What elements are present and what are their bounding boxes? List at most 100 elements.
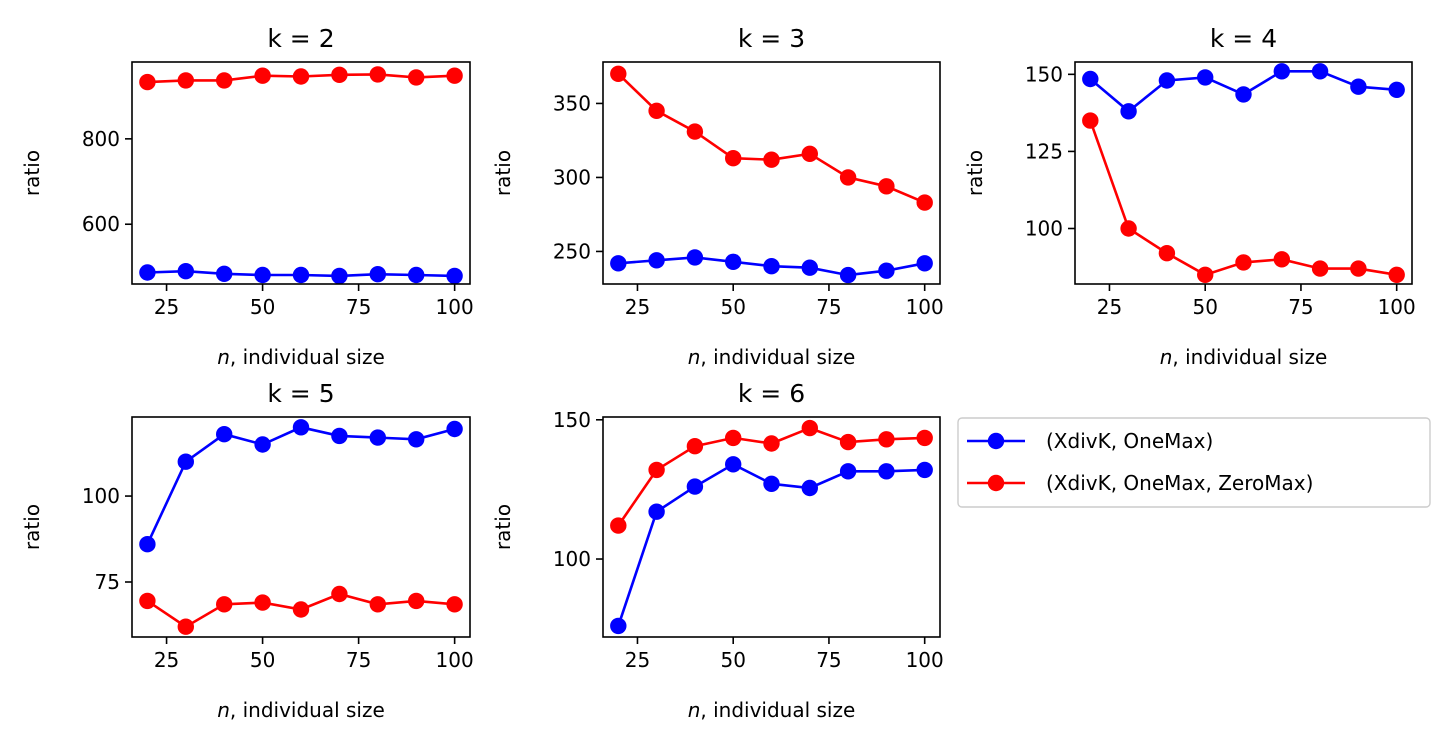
data-point xyxy=(1082,112,1099,129)
data-point xyxy=(725,429,742,447)
data-point xyxy=(216,265,233,282)
axes-frame xyxy=(602,416,941,638)
data-point xyxy=(648,461,665,479)
x-axis-label: n, individual size xyxy=(1160,345,1328,369)
x-tick-label: 100 xyxy=(436,648,474,672)
data-point xyxy=(369,66,386,83)
data-point xyxy=(292,266,310,284)
y-tick-label: 250 xyxy=(553,239,591,263)
data-point xyxy=(763,435,780,452)
x-tick-label: 25 xyxy=(154,648,179,672)
data-point xyxy=(408,431,425,448)
x-tick-label: 50 xyxy=(720,648,745,672)
x-tick-label: 25 xyxy=(154,295,179,319)
data-point xyxy=(763,258,780,275)
legend-label: (XdivK, OneMax) xyxy=(1046,429,1213,453)
x-tick-label: 25 xyxy=(1097,295,1122,319)
data-point xyxy=(331,585,348,603)
y-tick-label: 600 xyxy=(82,212,120,236)
y-axis-label: ratio xyxy=(20,504,44,550)
data-point xyxy=(254,436,271,453)
y-tick-label: 100 xyxy=(553,547,591,571)
subplot-1: 25 50 75 100 600 800 k = 2 n, individual size ra… xyxy=(20,24,474,369)
data-point xyxy=(801,419,818,437)
data-point xyxy=(177,618,194,635)
x-tick-label: 50 xyxy=(1192,295,1217,319)
subplot-title: k = 3 xyxy=(738,24,805,53)
data-point xyxy=(331,66,348,84)
data-point xyxy=(1197,266,1214,283)
data-point xyxy=(763,475,780,492)
data-point xyxy=(1120,103,1137,120)
x-axis-label: n, individual size xyxy=(217,345,385,369)
data-point xyxy=(216,596,233,613)
x-tick-label: 50 xyxy=(250,295,275,319)
subplot-title: k = 4 xyxy=(1210,24,1277,53)
y-tick-label: 300 xyxy=(553,165,591,189)
y-tick-label: 100 xyxy=(82,484,120,508)
x-axis-label: n, individual size xyxy=(217,698,385,722)
data-point xyxy=(839,463,857,480)
subplot-2: 25 50 75 100 250 300 350 k = 3 n, individual siz… xyxy=(491,24,944,369)
data-point xyxy=(446,67,463,84)
data-point xyxy=(1158,72,1176,89)
data-point xyxy=(292,419,310,436)
data-point xyxy=(648,252,665,269)
x-tick-label: 100 xyxy=(436,295,474,319)
x-tick-label: 75 xyxy=(816,648,841,672)
data-point xyxy=(725,456,742,473)
data-point xyxy=(1197,69,1214,86)
data-point xyxy=(331,267,348,285)
data-point xyxy=(139,592,156,610)
legend-marker xyxy=(987,432,1005,450)
data-point xyxy=(878,178,895,195)
x-tick-label: 75 xyxy=(346,295,371,319)
y-axis-label: ratio xyxy=(20,150,44,196)
y-tick-label: 150 xyxy=(553,408,591,432)
data-point xyxy=(292,68,310,85)
legend-label: (XdivK, OneMax, ZeroMax) xyxy=(1046,471,1313,495)
data-point xyxy=(763,151,780,168)
x-tick-label: 50 xyxy=(250,648,275,672)
data-point xyxy=(1350,78,1367,95)
data-point xyxy=(139,264,156,281)
data-point xyxy=(686,438,704,455)
series-line-1 xyxy=(146,425,455,545)
data-point xyxy=(839,266,857,284)
data-point xyxy=(610,517,627,534)
y-axis-label: ratio xyxy=(491,504,515,550)
data-point xyxy=(916,461,933,479)
subplot-title: k = 5 xyxy=(267,379,334,408)
data-point xyxy=(801,145,818,162)
data-point xyxy=(801,479,818,497)
data-point xyxy=(1120,220,1137,237)
data-point xyxy=(648,503,665,520)
data-point xyxy=(216,72,233,89)
data-point xyxy=(878,431,895,448)
data-point xyxy=(408,592,425,610)
data-point xyxy=(254,594,271,611)
data-point xyxy=(1311,260,1329,277)
x-tick-label: 50 xyxy=(720,295,745,319)
data-point xyxy=(1235,254,1252,271)
data-point xyxy=(1273,63,1291,80)
y-tick-label: 150 xyxy=(1025,62,1063,86)
subplot-5: 25 50 75 100 100 150 k = 6 n, individual size ra… xyxy=(491,379,944,722)
data-point xyxy=(177,453,194,470)
x-tick-label: 75 xyxy=(346,648,371,672)
data-point xyxy=(177,72,194,89)
data-point xyxy=(610,255,627,272)
data-point xyxy=(369,429,386,446)
data-point xyxy=(369,266,386,283)
x-tick-label: 100 xyxy=(1378,295,1416,319)
x-axis-label: n, individual size xyxy=(688,698,856,722)
x-tick-label: 100 xyxy=(906,295,944,319)
y-axis-label: ratio xyxy=(491,150,515,196)
legend-marker xyxy=(987,474,1005,492)
x-tick-label: 100 xyxy=(906,648,944,672)
axes-frame xyxy=(602,61,941,285)
subplot-title: k = 2 xyxy=(267,24,334,53)
data-point xyxy=(446,420,463,438)
series-line-2 xyxy=(1089,120,1397,277)
